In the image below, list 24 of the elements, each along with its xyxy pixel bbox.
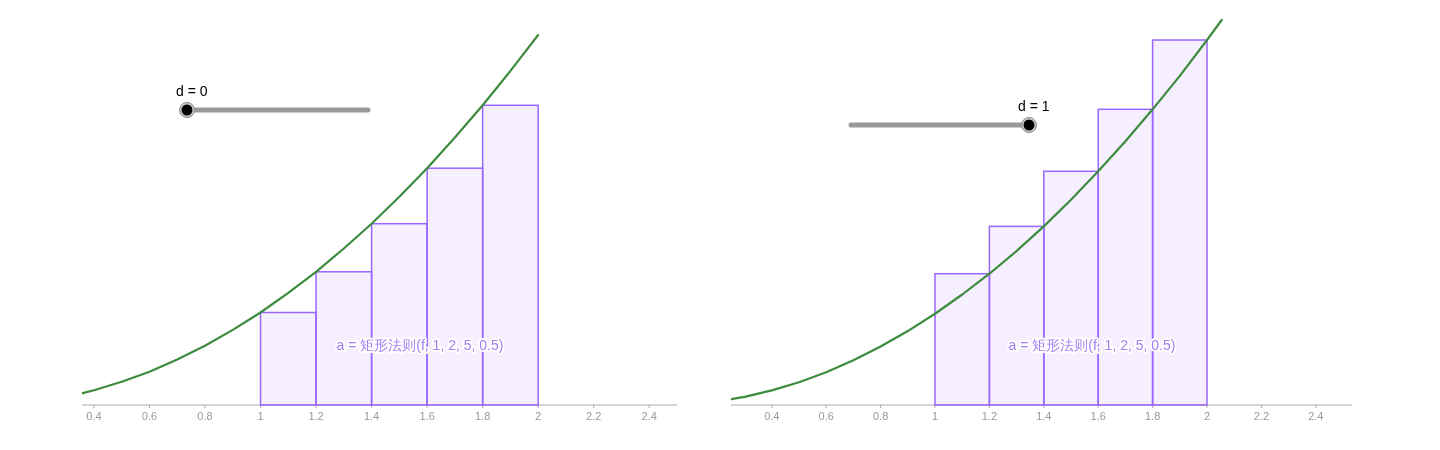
x-tick-label: 1.4: [363, 410, 380, 422]
x-tick-label: 1.2: [308, 410, 324, 422]
annotation: d = 0: [176, 83, 208, 99]
x-tick-label: 0.8: [872, 410, 889, 422]
x-tick-label: 1: [931, 410, 939, 422]
x-tick-label: 0.6: [818, 410, 834, 422]
x-tick-label: 2: [1203, 410, 1211, 422]
x-tick-label: 2: [535, 410, 542, 422]
x-tick-label: 0.8: [197, 410, 213, 422]
x-tick-label: 1.2: [981, 410, 998, 422]
x-tick-label: 1.6: [419, 410, 435, 422]
x-tick-label: 1: [257, 410, 264, 422]
x-tick-label: 2.4: [641, 410, 657, 422]
x-tick-label: 1.6: [1090, 410, 1106, 422]
x-tick-label: 0.4: [764, 410, 780, 422]
x-tick-label: 1.8: [475, 410, 491, 422]
x-tick-label: 1.4: [1036, 410, 1052, 422]
x-tick-label: 2.2: [1253, 410, 1270, 422]
x-tick-label: 2.4: [1308, 410, 1324, 422]
x-tick-label: 0.4: [86, 410, 102, 422]
x-tick-label: 2.2: [586, 410, 602, 422]
x-tick-label: 0.6: [141, 410, 158, 422]
x-tick-label: 1.8: [1144, 410, 1161, 422]
annotation: d = 1: [1018, 98, 1050, 114]
